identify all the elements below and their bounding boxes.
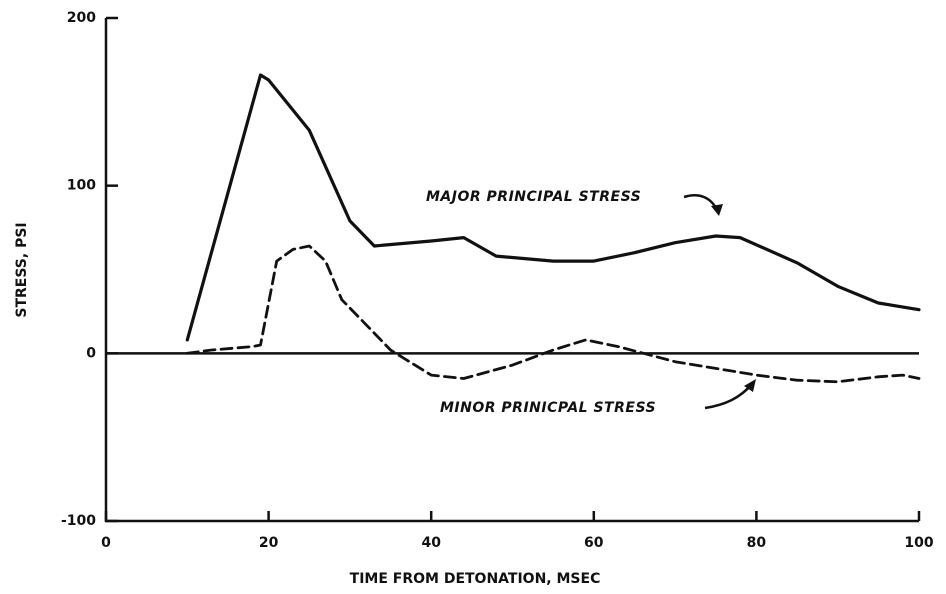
annotation-arrow [683,194,720,213]
x-tick-label: 100 [904,535,933,551]
x-tick-label: 60 [584,535,604,551]
y-tick-label: -100 [61,513,96,529]
y-tick-label: 200 [67,10,96,26]
annotation: MINOR PRINICPAL STRESS [440,400,656,416]
y-tick-label: 0 [86,345,96,361]
series-line [185,244,921,384]
annotation-arrow [704,383,753,410]
series-line [185,73,921,342]
x-tick-label: 20 [259,535,279,551]
y-axis-label: STRESS, PSI [14,222,30,317]
x-tick-label: 80 [747,535,767,551]
y-tick-label: 100 [67,178,96,194]
x-axis-label: TIME FROM DETONATION, MSEC [350,571,601,587]
axes [104,18,919,523]
x-tick-label: 0 [101,535,111,551]
annotation: MAJOR PRINCIPAL STRESS [426,189,641,205]
arrow-head [744,379,756,392]
arrow-head [711,204,723,216]
x-tick-label: 40 [421,535,441,551]
